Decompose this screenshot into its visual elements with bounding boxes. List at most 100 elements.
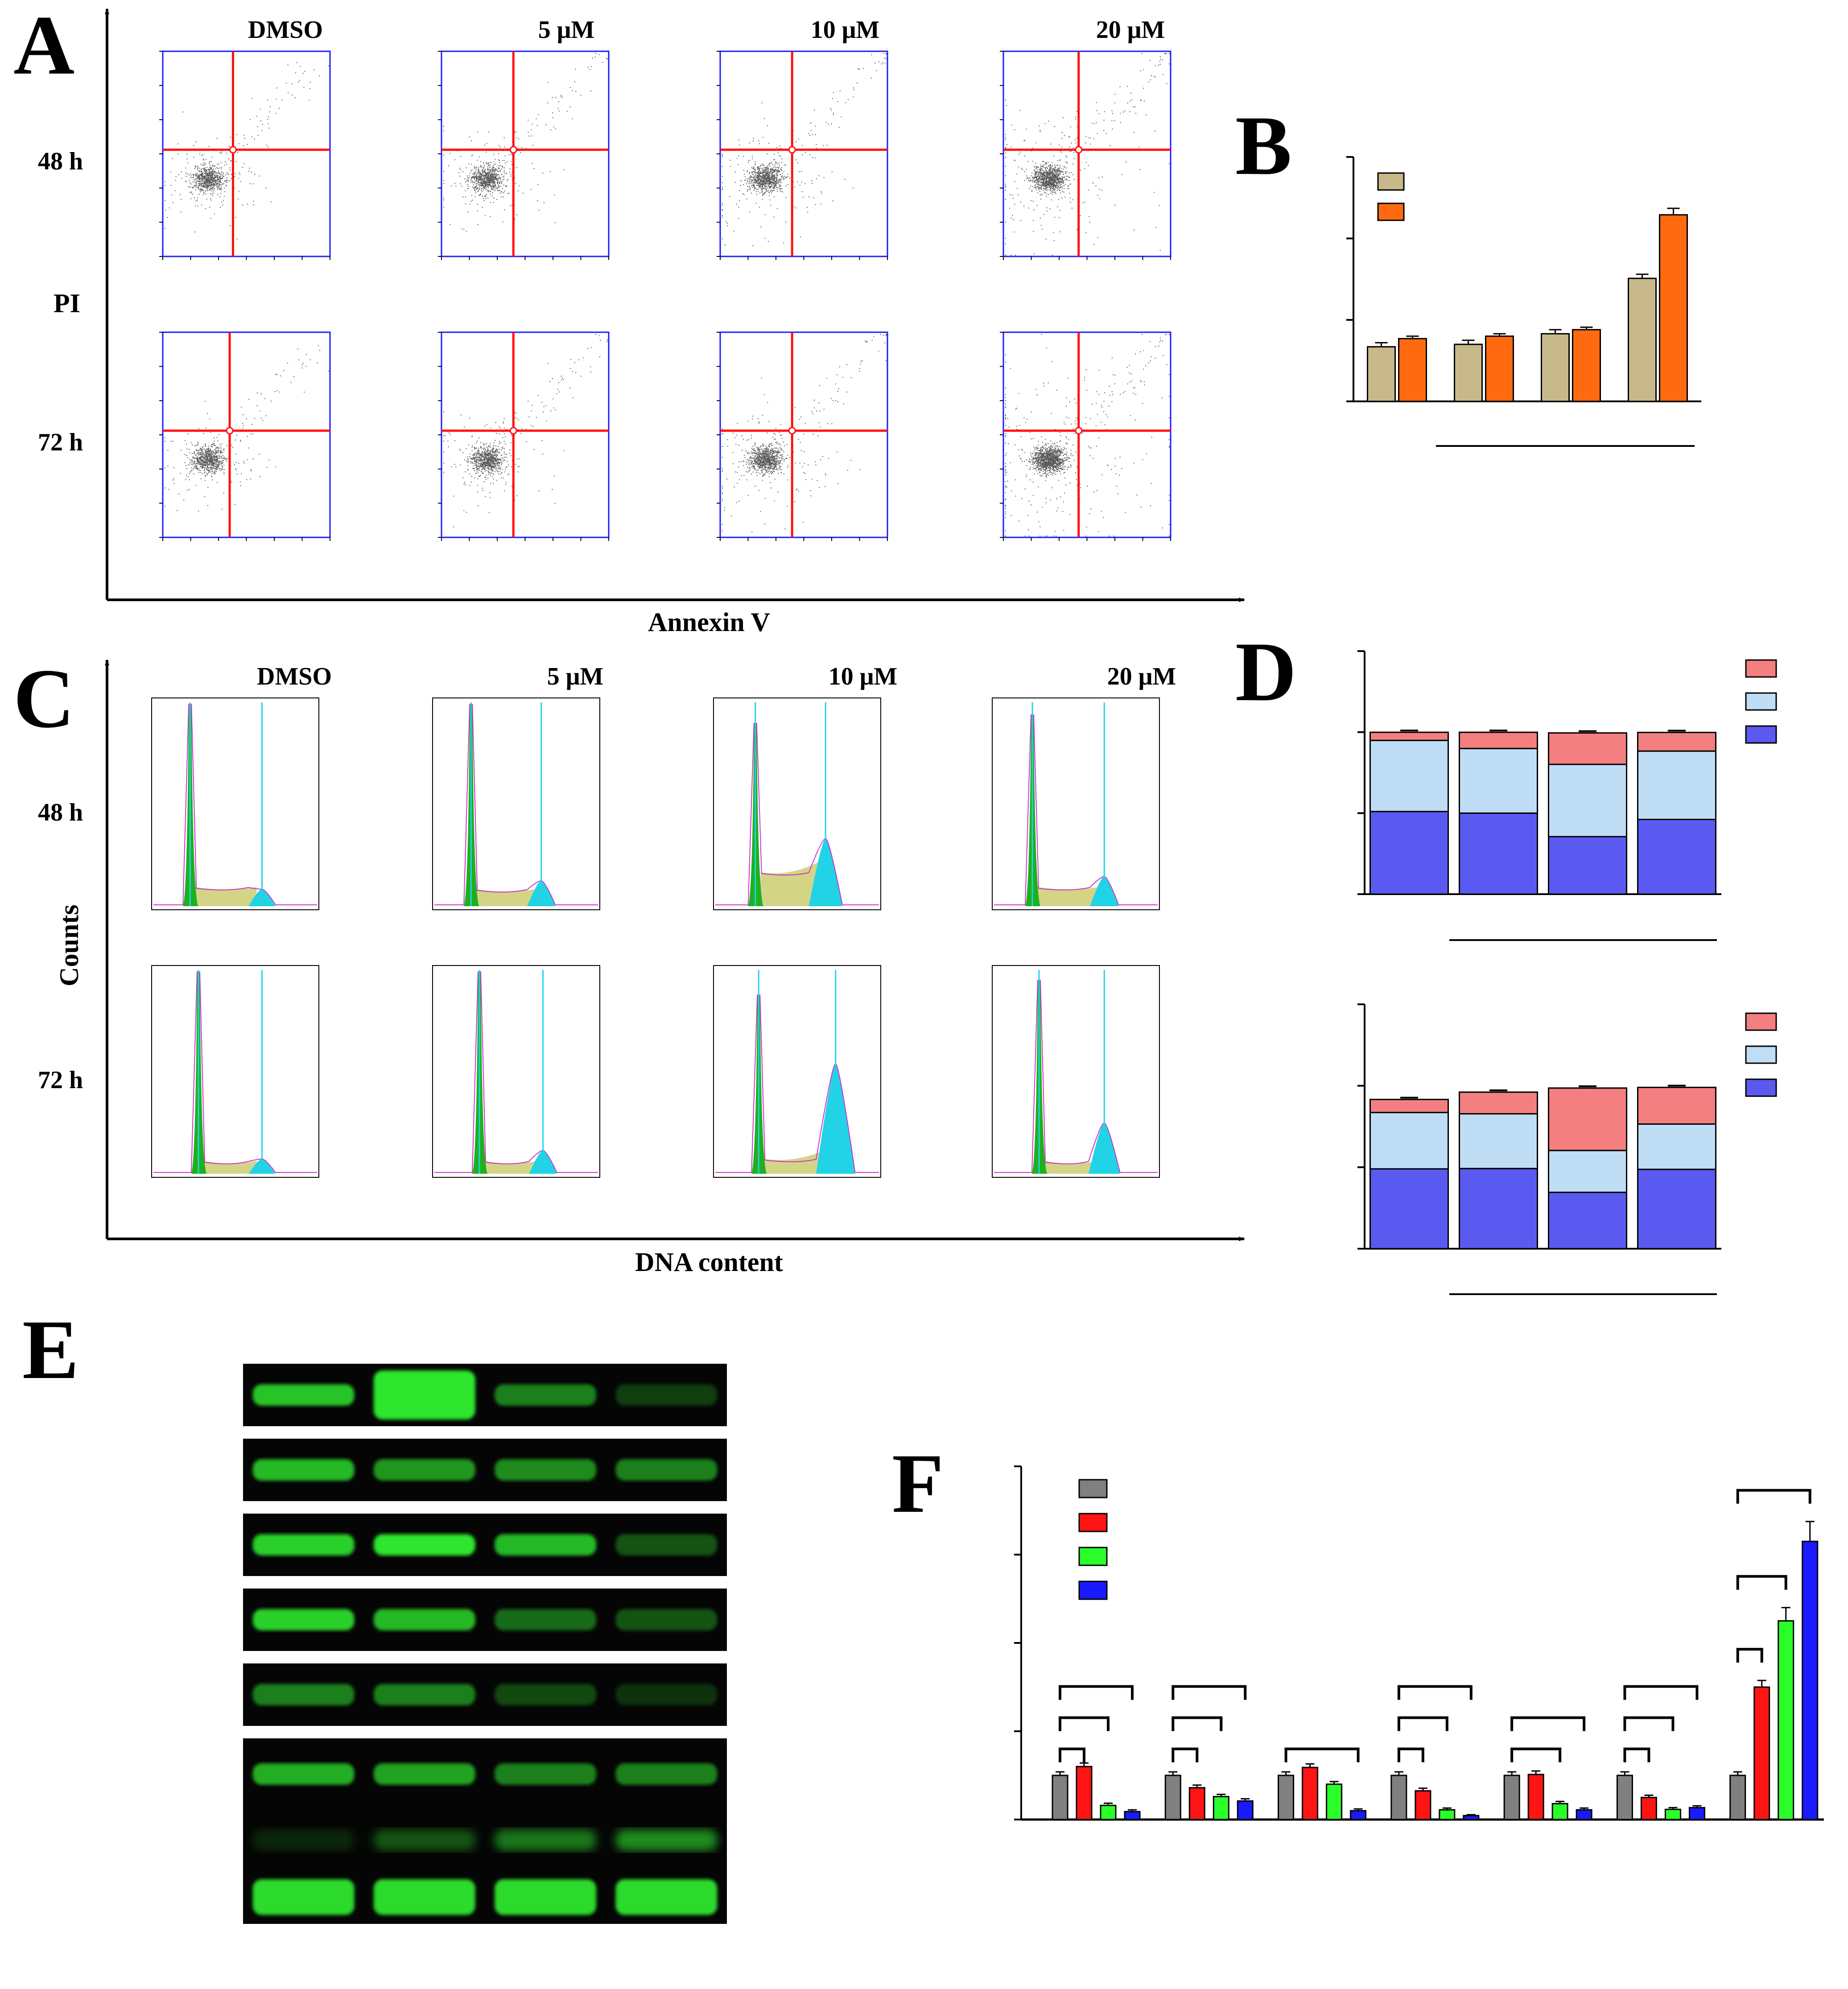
bar-0-2 xyxy=(1278,1774,1295,1820)
histogram-48h-0 xyxy=(151,697,319,910)
legend-swatch-S xyxy=(1745,692,1777,711)
panel-a-flow-cytometry: PI Annexin V 48 h 72 h DMSO 5 μM 10 μM 2… xyxy=(38,8,1245,637)
stack-G1-20 xyxy=(1637,1168,1716,1250)
legend-swatch-1 xyxy=(1078,1513,1108,1532)
plot-frame xyxy=(162,50,331,257)
histogram-s-phase xyxy=(759,861,821,906)
blot-band-1-3 xyxy=(615,1459,718,1481)
panel-c-condition-dmso: DMSO xyxy=(257,663,332,690)
bar-48h-DMSO xyxy=(1367,346,1396,402)
significance-bracket xyxy=(1059,1716,1110,1731)
bar-2-4 xyxy=(1551,1803,1568,1820)
dot-plot-72h-0 xyxy=(159,331,331,541)
bar-3-2 xyxy=(1350,1810,1367,1820)
panel-c-x-title: DNA content xyxy=(635,1247,783,1277)
panel-a-condition-5um: 5 μM xyxy=(538,16,595,44)
legend-swatch-3 xyxy=(1078,1580,1108,1600)
panel-letter-b: B xyxy=(1235,99,1292,193)
blot-band-2-3 xyxy=(615,1534,718,1556)
histogram-fit-curve xyxy=(153,971,317,1173)
blot-band-6-0 xyxy=(252,1829,355,1851)
blot-band-1-2 xyxy=(495,1459,597,1481)
panel-a-x-title: Annexin V xyxy=(648,607,770,637)
bar-1-4 xyxy=(1527,1774,1544,1820)
plot-frame xyxy=(719,331,888,538)
quadrant-center xyxy=(509,146,517,154)
blot-band-2-1 xyxy=(373,1534,475,1556)
bar-72h-5 xyxy=(1485,335,1514,402)
significance-bracket xyxy=(1510,1716,1586,1731)
blot-band-4-2 xyxy=(495,1684,597,1705)
panel-a-y-title: PI xyxy=(54,289,80,318)
quadrant-center xyxy=(509,427,517,435)
stack-G1-5 xyxy=(1459,812,1538,895)
plot-frame xyxy=(151,965,319,1178)
histogram-s-phase xyxy=(1037,887,1099,906)
dot-plot-72h-2 xyxy=(717,331,888,541)
bar-1-3 xyxy=(1415,1790,1431,1820)
blot-band-2-0 xyxy=(252,1534,355,1556)
panel-d-cell-population-charts xyxy=(1357,650,1777,1295)
significance-bracket xyxy=(1623,1685,1699,1700)
histogram-fit-curve xyxy=(715,723,879,905)
plot-frame xyxy=(719,50,888,257)
bar-2-5 xyxy=(1664,1808,1681,1820)
plot-frame xyxy=(432,697,600,910)
panel-letter-d: D xyxy=(1235,625,1296,719)
significance-bracket xyxy=(1059,1747,1085,1762)
blot-band-7-0 xyxy=(252,1879,355,1915)
histogram-s-phase xyxy=(194,887,257,906)
dot-plot-48h-3 xyxy=(1000,50,1172,260)
blot-band-2-2 xyxy=(495,1534,597,1556)
bar-3-1 xyxy=(1237,1800,1254,1820)
bar-3-6 xyxy=(1802,1540,1819,1820)
bar-2-0 xyxy=(1100,1804,1117,1820)
bar-72h-10 xyxy=(1572,329,1601,402)
significance-bracket xyxy=(1284,1747,1360,1762)
plot-frame xyxy=(1002,331,1172,538)
bar-0-3 xyxy=(1390,1774,1407,1820)
stack-S-10 xyxy=(1548,1150,1627,1193)
bar-3-0 xyxy=(1124,1811,1141,1820)
legend-swatch-0 xyxy=(1377,172,1405,191)
histogram-fit-curve xyxy=(994,980,1158,1173)
histogram-48h-3 xyxy=(992,697,1160,910)
bar-2-3 xyxy=(1439,1809,1456,1820)
stack-S-5 xyxy=(1459,747,1538,814)
plot-frame xyxy=(151,697,319,910)
panel-c-cell-cycle-histograms: Counts DNA content 48 h 72 h DMSO 5 μM 1… xyxy=(38,659,1245,1277)
panel-letter-f: F xyxy=(892,1437,944,1531)
significance-bracket xyxy=(1397,1685,1473,1700)
plot-frame xyxy=(432,965,600,1178)
blot-band-1-1 xyxy=(373,1459,475,1481)
panel-b-apoptosis-chart xyxy=(1346,156,1701,447)
significance-bracket xyxy=(1736,1575,1787,1590)
significance-bracket xyxy=(1059,1685,1134,1700)
significance-bracket xyxy=(1736,1648,1763,1663)
legend-swatch-2 xyxy=(1078,1547,1108,1566)
stack-S-DMSO xyxy=(1370,1112,1449,1170)
histogram-fit-curve xyxy=(434,971,598,1173)
bar-3-5 xyxy=(1688,1807,1705,1820)
legend-swatch-0 xyxy=(1078,1479,1108,1498)
bar-48h-20 xyxy=(1628,277,1657,402)
bar-3-4 xyxy=(1576,1809,1592,1820)
bar-48h-10 xyxy=(1541,333,1570,402)
legend-swatch-G2 xyxy=(1745,1012,1777,1031)
bar-48h-5 xyxy=(1454,343,1483,402)
stack-G1-10 xyxy=(1548,1192,1627,1250)
blot-band-1-0 xyxy=(252,1459,355,1481)
bar-1-6 xyxy=(1753,1686,1770,1820)
quadrant-center xyxy=(229,146,237,154)
quadrant-center xyxy=(1075,146,1083,154)
stack-G1-DMSO xyxy=(1370,1168,1449,1250)
histogram-72h-0 xyxy=(151,965,319,1178)
bar-0-0 xyxy=(1052,1774,1068,1820)
panel-letter-e: E xyxy=(22,1303,79,1397)
blot-band-0-2 xyxy=(495,1384,597,1406)
quadrant-center xyxy=(788,146,796,154)
panel-c-condition-5um: 5 μM xyxy=(547,663,604,690)
blot-band-0-1 xyxy=(373,1370,475,1420)
histogram-72h-2 xyxy=(713,965,881,1178)
